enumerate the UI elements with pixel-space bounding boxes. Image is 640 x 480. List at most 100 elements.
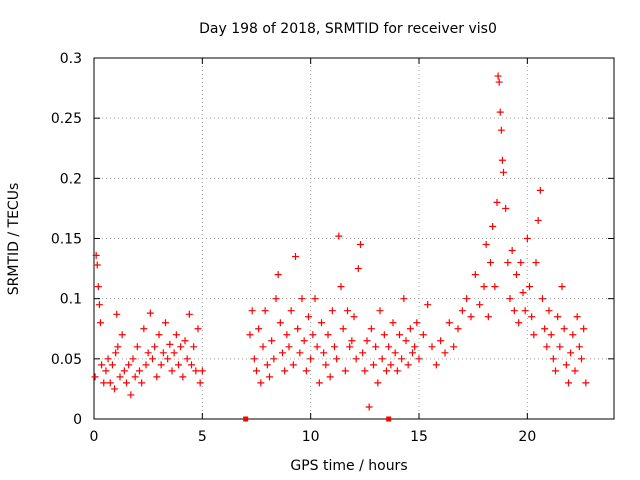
data-point (344, 307, 351, 315)
data-point (257, 379, 265, 387)
data-point (196, 379, 204, 387)
data-point (333, 355, 341, 363)
data-point (331, 343, 338, 351)
data-point (441, 349, 449, 357)
data-point (398, 355, 406, 363)
data-point (560, 325, 568, 333)
data-point (545, 307, 553, 315)
data-point (136, 367, 143, 375)
data-point (146, 309, 154, 317)
data-point (500, 168, 507, 176)
data-point (383, 367, 390, 375)
data-point (409, 349, 416, 357)
data-point (285, 343, 293, 351)
data-point (341, 367, 349, 375)
data-point (133, 343, 141, 351)
data-point (367, 325, 375, 333)
data-point (582, 379, 590, 387)
data-point (539, 295, 546, 303)
data-point (248, 307, 256, 315)
data-point (437, 337, 445, 345)
data-point (415, 355, 423, 363)
data-point (578, 355, 585, 363)
data-point (419, 331, 427, 339)
data-point (480, 283, 488, 291)
data-point (554, 313, 562, 321)
data-point (359, 349, 367, 357)
data-point (266, 373, 273, 381)
data-point (320, 349, 328, 357)
data-point (352, 355, 360, 363)
data-point (250, 355, 258, 363)
data-point (489, 222, 497, 230)
data-point (549, 355, 557, 363)
data-point (510, 307, 518, 315)
gap-marker (243, 416, 249, 422)
data-point (424, 301, 432, 309)
data-point (350, 313, 358, 321)
data-point (315, 379, 323, 387)
data-point (155, 331, 163, 339)
data-point (289, 361, 297, 369)
data-point (97, 319, 104, 327)
data-point (281, 367, 289, 375)
data-point (519, 289, 527, 297)
data-point (177, 343, 185, 351)
data-point (166, 340, 174, 348)
data-point (198, 367, 206, 375)
data-point (138, 379, 146, 387)
data-point (411, 343, 419, 351)
data-point (391, 349, 399, 357)
data-point (491, 283, 499, 291)
data-point (112, 349, 120, 357)
data-point (552, 367, 559, 375)
data-point (102, 367, 110, 375)
y-tick-label: 0 (73, 412, 82, 428)
data-point (335, 232, 343, 240)
data-point (532, 259, 540, 267)
data-point (91, 373, 99, 381)
data-point (361, 367, 369, 375)
data-point (573, 313, 581, 321)
data-point (114, 343, 122, 351)
data-point (543, 343, 551, 351)
data-point (279, 349, 286, 357)
y-axis-label: SRMTID / TECUs (6, 183, 22, 296)
data-point (181, 337, 189, 345)
x-tick-label: 20 (518, 429, 536, 445)
data-point (118, 331, 126, 339)
data-point (100, 379, 108, 387)
data-point (255, 325, 263, 333)
data-point (283, 331, 291, 339)
data-point (151, 343, 159, 351)
data-point (164, 355, 172, 363)
data-point (287, 307, 295, 315)
data-point (92, 251, 100, 259)
data-point (558, 283, 566, 291)
data-point (495, 78, 503, 86)
data-point (517, 259, 525, 267)
data-point (263, 361, 271, 369)
data-point (104, 355, 112, 363)
data-point (322, 361, 330, 369)
data-point (506, 295, 514, 303)
data-point (580, 325, 588, 333)
y-tick-label: 0.05 (51, 352, 82, 368)
data-point (190, 343, 198, 351)
data-point (556, 343, 564, 351)
data-point (175, 361, 182, 369)
y-tick-label: 0.1 (60, 292, 82, 308)
data-point (374, 379, 382, 387)
data-point (521, 307, 529, 315)
data-point (515, 319, 523, 327)
data-point (326, 373, 334, 381)
data-point (253, 367, 260, 375)
data-point (140, 325, 148, 333)
data-point (523, 235, 531, 242)
data-point (298, 295, 306, 303)
data-point (389, 319, 397, 327)
data-point (536, 186, 544, 194)
data-point (142, 361, 150, 369)
data-point (393, 367, 401, 375)
